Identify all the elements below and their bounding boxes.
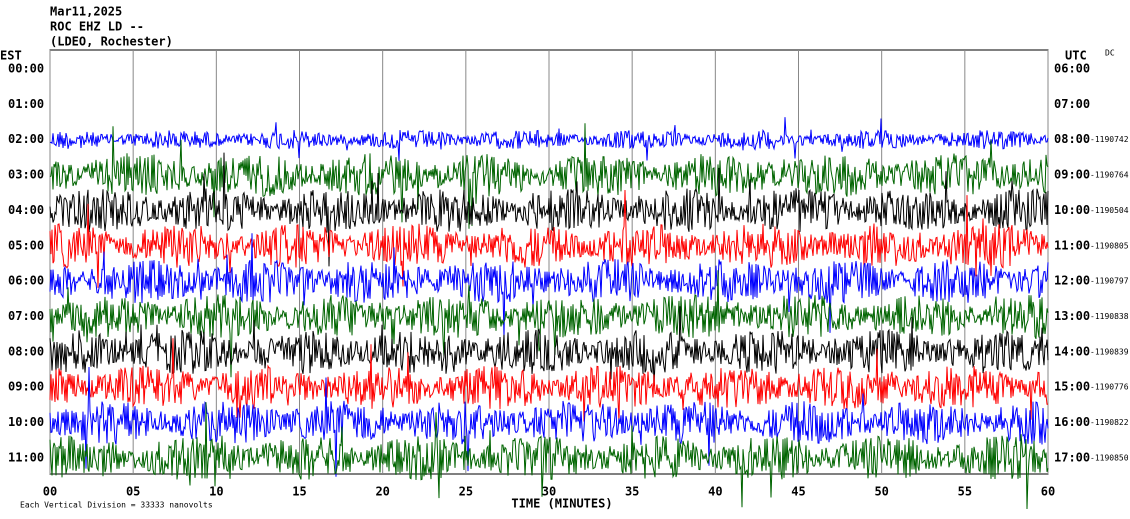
trace (49, 189, 1049, 288)
utc-label: 17:00 (1054, 450, 1090, 464)
x-tick-label: 00 (43, 485, 57, 499)
dc-value: -1190797 (1090, 277, 1129, 286)
right-zone: UTC (1065, 49, 1087, 63)
utc-label: 16:00 (1054, 415, 1090, 429)
utc-label: 07:00 (1054, 97, 1090, 111)
dc-value: -1190504 (1090, 206, 1129, 215)
est-label: 10:00 (8, 415, 44, 429)
est-label: 00:00 (8, 62, 44, 76)
utc-label: 11:00 (1054, 238, 1090, 252)
dc-value: -1190776 (1090, 383, 1129, 392)
utc-label: 14:00 (1054, 344, 1090, 358)
utc-label: 06:00 (1054, 62, 1090, 76)
utc-label: 13:00 (1054, 309, 1090, 323)
dc-value: -1190838 (1090, 312, 1129, 321)
utc-label: 09:00 (1054, 168, 1090, 182)
dc-value: -1190742 (1090, 135, 1129, 144)
trace (49, 270, 1049, 378)
utc-label: 15:00 (1054, 380, 1090, 394)
est-label: 05:00 (8, 238, 44, 252)
est-label: 09:00 (8, 380, 44, 394)
est-label: 07:00 (8, 309, 44, 323)
x-tick-label: 05 (126, 485, 140, 499)
footer: Each Vertical Division = 33333 nanovolts (20, 501, 213, 510)
est-label: 04:00 (8, 203, 44, 217)
x-tick-label: 60 (1041, 485, 1055, 499)
est-label: 08:00 (8, 344, 44, 358)
est-label: 11:00 (8, 450, 44, 464)
x-tick-label: 15 (292, 485, 306, 499)
trace (49, 366, 1049, 477)
trace (49, 123, 1049, 229)
trace (49, 117, 1049, 161)
dc-label: DC (1105, 49, 1115, 58)
dc-value: -1190822 (1090, 418, 1129, 427)
dc-value: -1190764 (1090, 171, 1129, 180)
x-tick-label: 55 (958, 485, 972, 499)
trace (49, 152, 1049, 267)
grid (49, 50, 1049, 474)
date: Mar11,2025 (50, 5, 122, 19)
x-tick-label: 20 (375, 485, 389, 499)
dc-value: -1190839 (1090, 347, 1129, 356)
utc-label: 08:00 (1054, 132, 1090, 146)
traces (49, 117, 1049, 510)
est-label: 02:00 (8, 132, 44, 146)
trace (49, 402, 1049, 510)
est-label: 06:00 (8, 274, 44, 288)
dc-value: -1190850 (1090, 453, 1129, 462)
trace (49, 306, 1049, 387)
x-tick-label: 25 (459, 485, 473, 499)
left-zone: EST (0, 49, 22, 63)
station: ROC EHZ LD -- (50, 20, 144, 34)
est-label: 01:00 (8, 97, 44, 111)
x-axis-title: TIME (MINUTES) (511, 497, 612, 511)
x-tick-label: 35 (625, 485, 639, 499)
labels: 00 05 10 15 20 25 30 35 40 45 50 55 60 00:00 06:00 01:0… (8, 62, 1129, 499)
utc-label: 12:00 (1054, 274, 1090, 288)
utc-label: 10:00 (1054, 203, 1090, 217)
x-tick-label: 50 (874, 485, 888, 499)
x-tick-label: 40 (708, 485, 722, 499)
x-tick-label: 45 (791, 485, 805, 499)
dc-value: -1190805 (1090, 241, 1129, 250)
trace (49, 338, 1048, 422)
network: (LDEO, Rochester) (50, 35, 173, 49)
est-label: 03:00 (8, 168, 44, 182)
x-tick-label: 10 (209, 485, 223, 499)
trace (49, 233, 1049, 339)
x-tick-label: 30 (542, 485, 556, 499)
